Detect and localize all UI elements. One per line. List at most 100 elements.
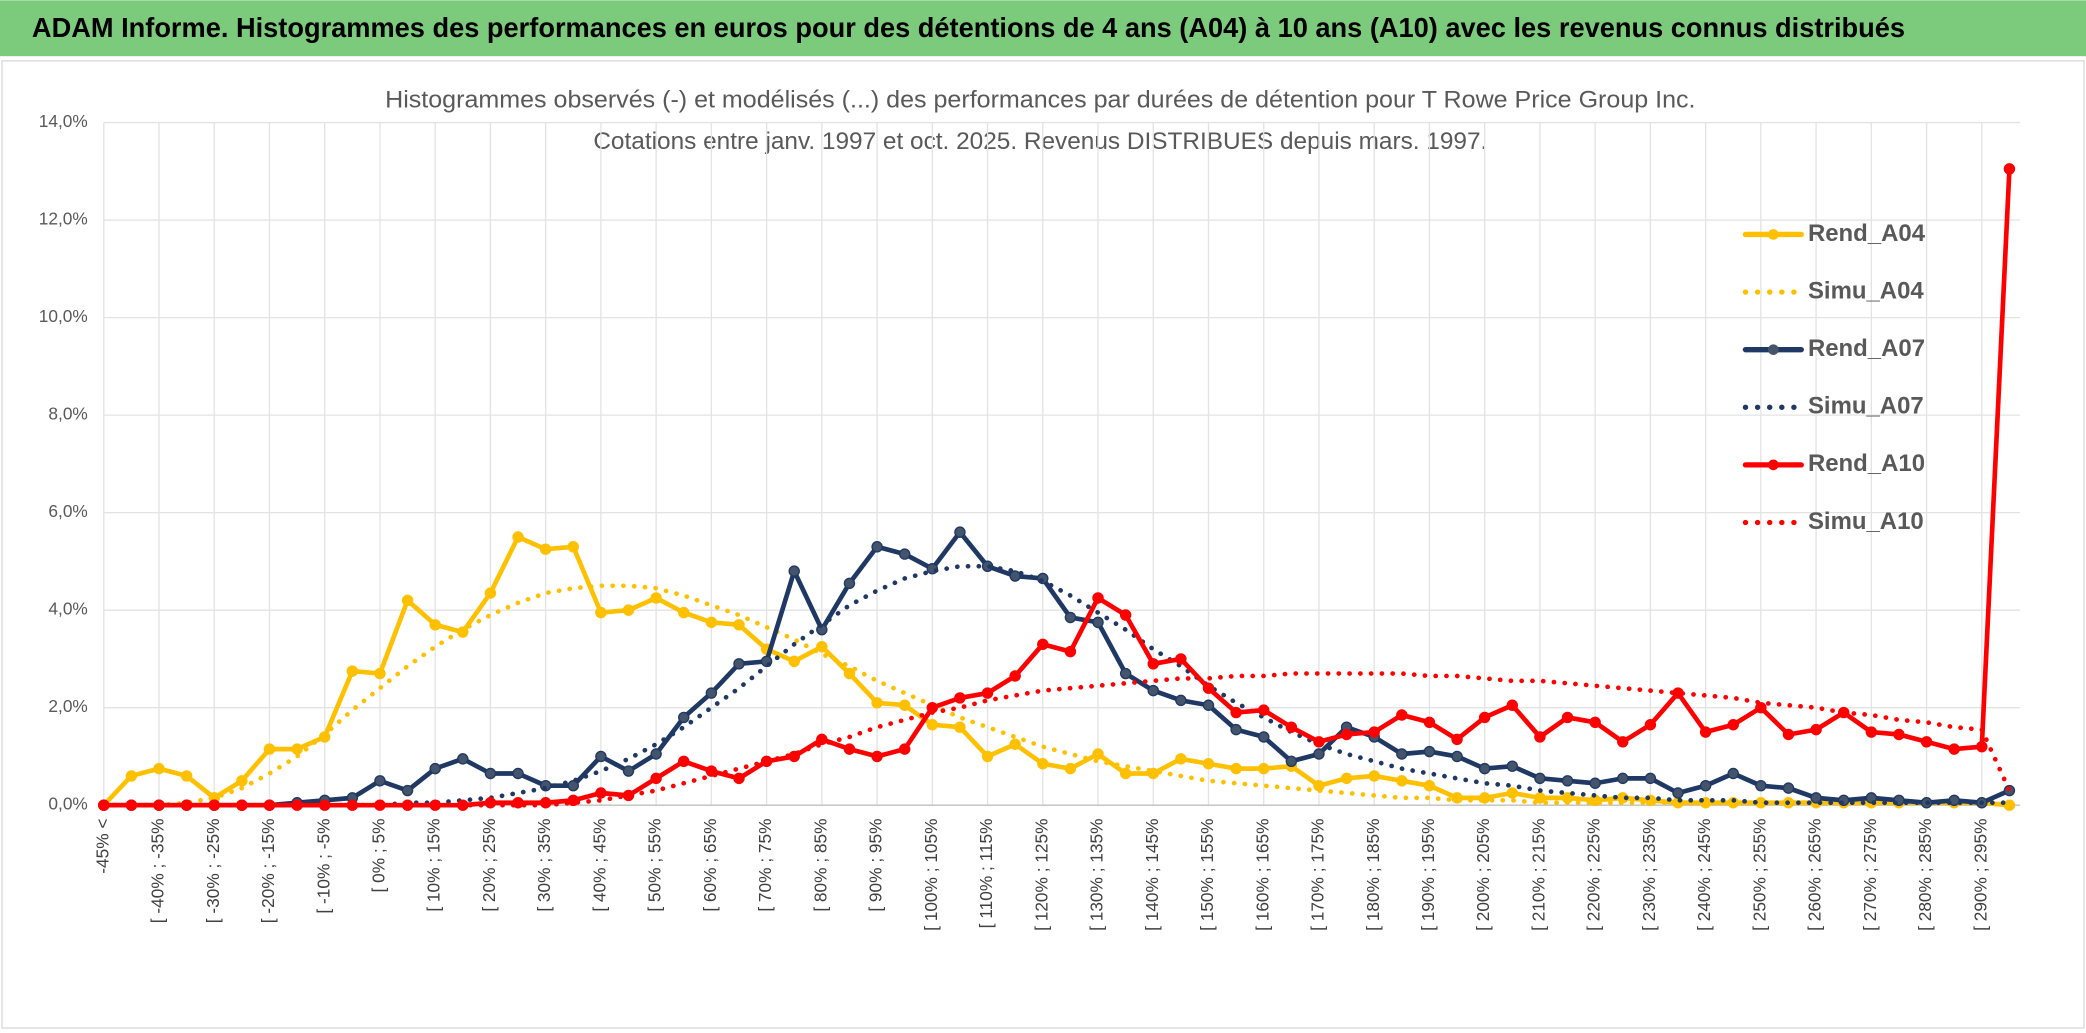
data-point bbox=[898, 743, 911, 755]
y-tick-label: 14,0% bbox=[39, 111, 88, 131]
x-tick-label: [ 220% ; 225% bbox=[1584, 818, 1604, 930]
data-point bbox=[1009, 738, 1021, 750]
x-tick-label: [ -10% ; -5% bbox=[313, 818, 333, 913]
x-tick-label: [ 80% ; 85% bbox=[810, 818, 830, 911]
data-point bbox=[1202, 682, 1215, 694]
data-point bbox=[1175, 753, 1187, 765]
data-point bbox=[1589, 777, 1601, 789]
data-point bbox=[2003, 163, 2016, 175]
data-point bbox=[1202, 699, 1215, 711]
data-point bbox=[1782, 728, 1795, 741]
x-tick-label: [ 190% ; 195% bbox=[1418, 818, 1438, 930]
data-point bbox=[401, 784, 414, 797]
data-point bbox=[1064, 762, 1077, 775]
data-point bbox=[816, 641, 828, 653]
data-point bbox=[1368, 770, 1380, 782]
data-point bbox=[1119, 667, 1132, 680]
x-tick-label: [ 110% ; 115% bbox=[976, 818, 996, 928]
data-point bbox=[1810, 723, 1822, 736]
data-point bbox=[1561, 775, 1574, 787]
data-point bbox=[1285, 721, 1298, 733]
data-point bbox=[1976, 740, 1988, 753]
data-point bbox=[1258, 731, 1270, 743]
data-point bbox=[1534, 731, 1546, 743]
data-point bbox=[1230, 762, 1242, 775]
chart-subtitle: Cotations entre janv. 1997 et oct. 2025.… bbox=[593, 128, 1487, 155]
data-point bbox=[263, 743, 276, 755]
data-point bbox=[678, 606, 690, 619]
data-point bbox=[484, 587, 497, 599]
series-line bbox=[101, 534, 2012, 808]
data-point bbox=[678, 711, 690, 724]
data-point bbox=[622, 765, 635, 777]
data-point bbox=[1506, 760, 1519, 772]
chart-border bbox=[1, 60, 2085, 1029]
data-point bbox=[1064, 645, 1077, 658]
data-point bbox=[1727, 767, 1739, 780]
data-point bbox=[1920, 736, 1933, 748]
data-point bbox=[125, 770, 138, 782]
data-point bbox=[1534, 772, 1546, 785]
data-point bbox=[622, 604, 635, 616]
data-point bbox=[1230, 723, 1242, 736]
data-point bbox=[1644, 719, 1657, 731]
data-point bbox=[1727, 719, 1739, 731]
data-point bbox=[1202, 758, 1215, 770]
data-point bbox=[1948, 794, 1960, 807]
series-line bbox=[101, 166, 2012, 808]
data-point bbox=[898, 548, 911, 560]
data-point bbox=[457, 753, 469, 765]
data-point bbox=[650, 592, 662, 604]
y-tick-label: 0,0% bbox=[48, 794, 87, 814]
data-point bbox=[1506, 787, 1519, 799]
legend-label: Simu_A10 bbox=[1808, 508, 1924, 535]
x-tick-label: [ 290% ; 295% bbox=[1970, 818, 1990, 930]
x-tick-label: [ 100% ; 105% bbox=[921, 818, 941, 930]
chart-title: Histogrammes observés (-) et modélisés (… bbox=[385, 87, 1695, 114]
data-point bbox=[1119, 767, 1132, 780]
x-tick-label: [ -30% ; -25% bbox=[203, 818, 223, 923]
data-point bbox=[484, 767, 497, 780]
data-point bbox=[1699, 726, 1712, 738]
data-point bbox=[1755, 701, 1767, 714]
data-point bbox=[1396, 775, 1408, 787]
x-tick-label: [ 130% ; 135% bbox=[1087, 818, 1107, 930]
data-point bbox=[705, 687, 718, 699]
data-point bbox=[650, 748, 662, 760]
data-point bbox=[429, 619, 441, 631]
x-tick-label: [ 240% ; 245% bbox=[1694, 818, 1714, 930]
x-tick-label: [ 50% ; 55% bbox=[645, 818, 665, 911]
data-point bbox=[1948, 743, 1960, 755]
legend-marker bbox=[1768, 344, 1779, 355]
data-point bbox=[1617, 736, 1629, 748]
data-point bbox=[1258, 704, 1270, 716]
data-point bbox=[981, 687, 994, 699]
data-point bbox=[1092, 592, 1104, 604]
data-point bbox=[1258, 762, 1270, 775]
x-tick-label: [ -40% ; -35% bbox=[148, 818, 168, 923]
series-line bbox=[101, 563, 2012, 808]
x-tick-label: [ 60% ; 65% bbox=[700, 818, 720, 911]
data-point bbox=[1340, 728, 1353, 741]
data-point bbox=[1423, 716, 1436, 729]
data-point bbox=[180, 770, 193, 782]
data-point bbox=[595, 750, 607, 763]
x-tick-label: [ 170% ; 175% bbox=[1308, 818, 1328, 930]
x-tick-label: [ 40% ; 45% bbox=[589, 818, 609, 911]
data-point bbox=[1782, 782, 1795, 794]
x-tick-label: [ 280% ; 285% bbox=[1915, 818, 1935, 930]
data-point bbox=[1617, 772, 1629, 785]
data-point bbox=[1064, 611, 1077, 624]
data-point bbox=[1423, 745, 1436, 758]
data-point bbox=[1147, 684, 1159, 697]
x-tick-label: [ 160% ; 165% bbox=[1252, 818, 1272, 930]
header-bar bbox=[0, 0, 2086, 57]
data-point bbox=[1037, 638, 1049, 651]
x-tick-label: [ 90% ; 95% bbox=[866, 818, 886, 911]
data-point bbox=[650, 772, 662, 785]
data-point bbox=[567, 541, 579, 553]
data-point bbox=[1147, 658, 1159, 670]
data-point bbox=[374, 775, 386, 787]
data-point bbox=[1478, 762, 1491, 775]
